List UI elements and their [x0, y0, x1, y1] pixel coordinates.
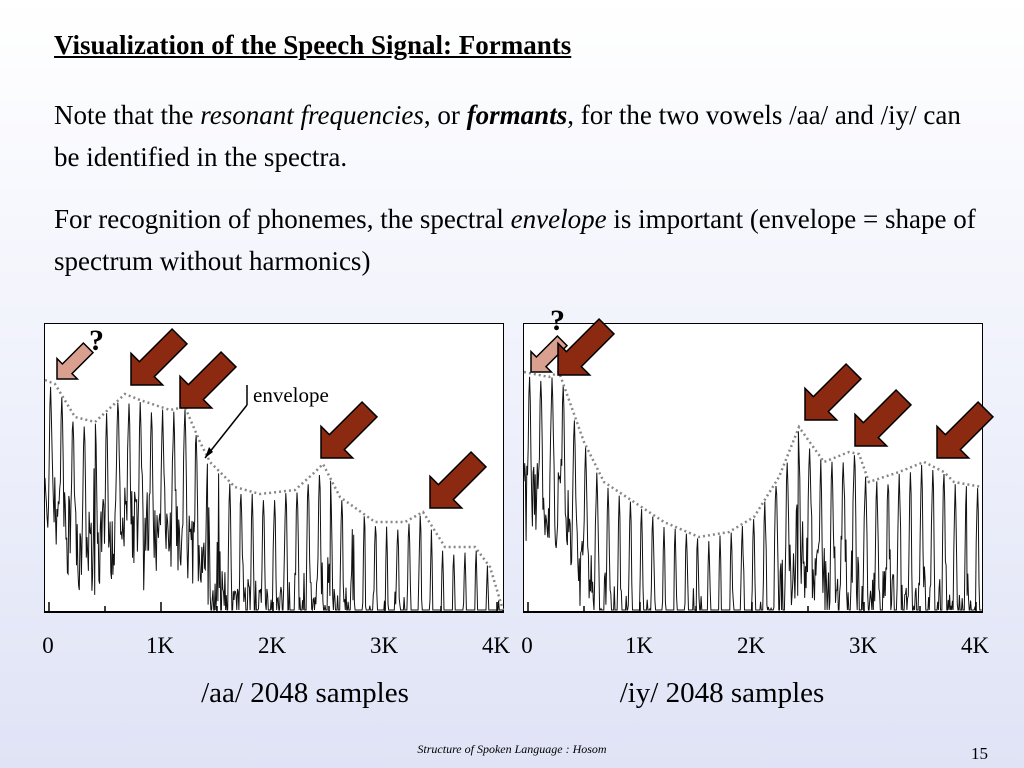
- spectrum-aa-svg: [44, 378, 505, 612]
- slide-title: Visualization of the Speech Signal: Form…: [54, 30, 572, 60]
- x-tick-label: 0: [42, 633, 54, 658]
- x-tick-label: 3K: [848, 633, 878, 658]
- x-axis-aa: [44, 611, 504, 613]
- x-tick-label: 0: [521, 633, 533, 658]
- para2-text-2: is important (envelope = shape of spectr…: [54, 204, 976, 276]
- formant-arrow-aa-4: [429, 450, 488, 509]
- paragraph-envelope: For recognition of phonemes, the spectra…: [54, 198, 984, 282]
- spectrum-line: [44, 386, 504, 612]
- x-tick-label: 4K: [481, 633, 511, 658]
- x-tick-label: 2K: [257, 633, 287, 658]
- question-arrow-aa: [56, 341, 95, 380]
- envelope-curve: [44, 378, 505, 611]
- para2-text-1: For recognition of phonemes, the spectra…: [54, 204, 511, 234]
- x-tick-label: 2K: [736, 633, 766, 658]
- para1-bold-formants: formants: [466, 100, 568, 130]
- spectrum-chart-iy: [523, 323, 983, 613]
- x-axis-iy: [523, 611, 983, 613]
- spectrum-line: [523, 376, 982, 612]
- formant-arrow-iy-1: [557, 317, 616, 376]
- formant-arrow-aa-1: [130, 327, 189, 386]
- envelope-label: envelope: [253, 383, 329, 407]
- caption-iy: /iy/ 2048 samples: [619, 677, 825, 709]
- x-tick-label: 1K: [145, 633, 175, 658]
- para1-text-2: , or: [423, 100, 467, 130]
- para2-italic-envelope: envelope: [510, 204, 607, 234]
- envelope-pointer-line: [204, 404, 248, 459]
- page-number: 15: [971, 744, 988, 763]
- formant-arrow-iy-4: [936, 400, 995, 459]
- formant-arrow-aa-3: [320, 400, 379, 459]
- spectrum-chart-aa: [44, 323, 505, 613]
- para1-text-3: , for the two vowels /aa/ and /iy/ can b…: [54, 100, 961, 172]
- x-tick-label: 1K: [624, 633, 654, 658]
- footer-text: Structure of Spoken Language : Hosom: [417, 742, 607, 756]
- x-tick-label: 4K: [960, 633, 990, 658]
- x-tick-label: 3K: [369, 633, 399, 658]
- para1-text-1: Note that the: [54, 100, 201, 130]
- paragraph-formants: Note that the resonant frequencies, or f…: [54, 94, 984, 178]
- envelope-pointer-head: [205, 447, 213, 458]
- envelope-curve: [523, 370, 983, 539]
- caption-aa: /aa/ 2048 samples: [201, 677, 409, 709]
- formant-arrow-aa-2: [179, 350, 238, 409]
- question-mark-iy: ?: [550, 304, 565, 337]
- formant-arrow-iy-3: [854, 388, 913, 447]
- formant-arrow-iy-2: [804, 362, 863, 421]
- para1-italic-resonant: resonant frequencies: [200, 100, 424, 130]
- question-mark-aa: ?: [89, 324, 104, 357]
